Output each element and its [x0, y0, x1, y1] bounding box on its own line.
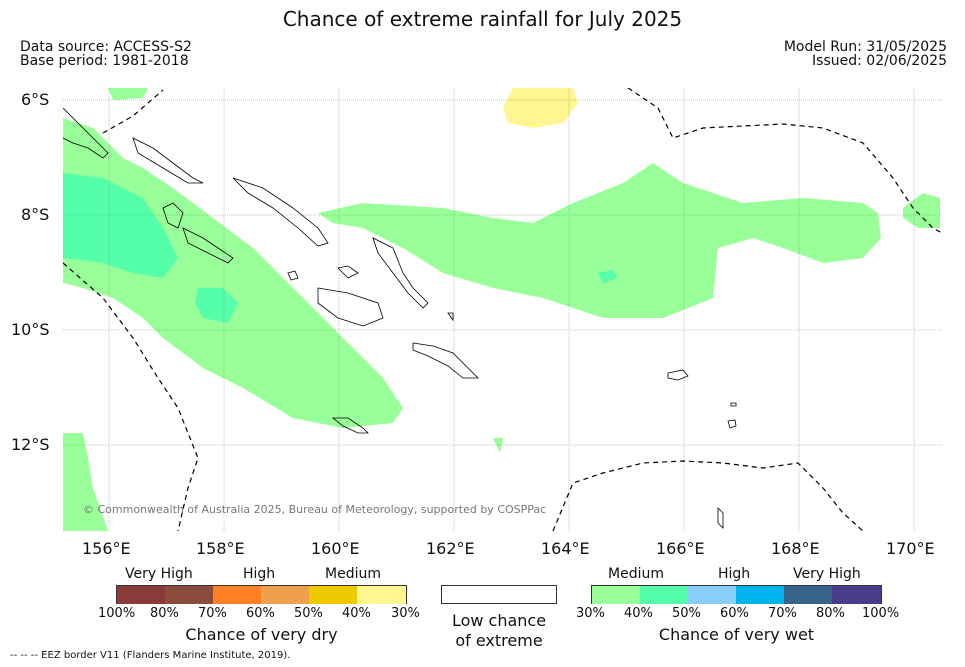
dry-medium-label: Medium	[325, 566, 381, 582]
dry-swatch-70-80	[165, 586, 214, 604]
rainfall-map	[63, 88, 942, 531]
wet-tick-80: 80%	[816, 606, 845, 621]
base-period: Base period: 1981-2018	[20, 53, 189, 69]
eez-borders	[63, 88, 942, 531]
map-title: Chance of extreme rainfall for July 2025	[282, 7, 683, 31]
wet-medium-label: Medium	[608, 566, 664, 582]
lat-label-10s: 10°S	[11, 320, 50, 339]
wet-swatch-50-60	[688, 586, 737, 604]
dry-tick-50: 50%	[294, 606, 323, 621]
lon-label-164e: 164°E	[541, 539, 590, 558]
wet-swatch-80-100	[832, 586, 881, 604]
wet-tick-60: 60%	[720, 606, 749, 621]
dry-swatch-40-50	[309, 586, 358, 604]
dry-medium-region	[503, 88, 578, 128]
dry-swatch-60-70	[213, 586, 262, 604]
wet-swatch-60-70	[736, 586, 785, 604]
wet-very-high-label: Very High	[793, 566, 861, 582]
wet-high-region	[63, 173, 618, 323]
gridlines	[63, 88, 942, 531]
lon-label-166e: 166°E	[656, 539, 705, 558]
low-chance-label: Low chance of extreme	[441, 611, 557, 651]
wet-high-label: High	[718, 566, 751, 582]
dry-colorbar	[116, 585, 407, 604]
dry-tick-70: 70%	[198, 606, 227, 621]
wet-swatch-70-80	[784, 586, 833, 604]
lon-label-170e: 170°E	[886, 539, 935, 558]
issued-date: Issued: 02/06/2025	[812, 53, 947, 69]
wet-colorbar	[591, 585, 882, 604]
dry-tick-40: 40%	[342, 606, 371, 621]
coastlines	[63, 107, 737, 529]
dry-swatch-50-60	[261, 586, 310, 604]
dry-tick-60: 60%	[246, 606, 275, 621]
low-chance-line2: of extreme	[455, 631, 543, 650]
dry-high-label: High	[243, 566, 276, 582]
dry-tick-100: 100%	[98, 606, 136, 621]
wet-legend-title: Chance of very wet	[658, 625, 815, 644]
eez-footnote: -- -- -- EEZ border V11 (Flanders Marine…	[10, 650, 291, 661]
lat-label-8s: 8°S	[21, 205, 50, 224]
dry-tick-80: 80%	[150, 606, 179, 621]
dry-tick-30: 30%	[391, 606, 420, 621]
lon-label-158e: 158°E	[196, 539, 245, 558]
wet-tick-30: 30%	[576, 606, 605, 621]
lat-label-12s: 12°S	[11, 435, 50, 454]
lon-label-168e: 168°E	[771, 539, 820, 558]
lon-label-162e: 162°E	[426, 539, 475, 558]
copyright-notice: © Commonwealth of Australia 2025, Bureau…	[83, 503, 547, 516]
low-chance-line1: Low chance	[451, 611, 547, 630]
low-chance-swatch	[441, 585, 557, 604]
dry-swatch-30-40	[357, 586, 406, 604]
dry-very-high-label: Very High	[125, 566, 193, 582]
dry-legend-title: Chance of very dry	[185, 625, 338, 644]
wet-swatch-30-40	[592, 586, 641, 604]
meta-right: Model Run: 31/05/2025 Issued: 02/06/2025	[784, 40, 947, 68]
data-source: Data source: ACCESS-S2	[20, 39, 192, 55]
wet-tick-100: 100%	[862, 606, 900, 621]
lon-label-160e: 160°E	[311, 539, 360, 558]
wet-tick-70: 70%	[768, 606, 797, 621]
wet-medium-region	[63, 88, 940, 531]
wet-tick-50: 50%	[672, 606, 701, 621]
lat-label-6s: 6°S	[21, 90, 50, 109]
meta-left: Data source: ACCESS-S2 Base period: 1981…	[20, 40, 192, 68]
wet-swatch-40-50	[640, 586, 689, 604]
lon-label-156e: 156°E	[82, 539, 131, 558]
wet-tick-40: 40%	[624, 606, 653, 621]
model-run: Model Run: 31/05/2025	[783, 39, 947, 55]
dry-swatch-80-100	[117, 586, 166, 604]
